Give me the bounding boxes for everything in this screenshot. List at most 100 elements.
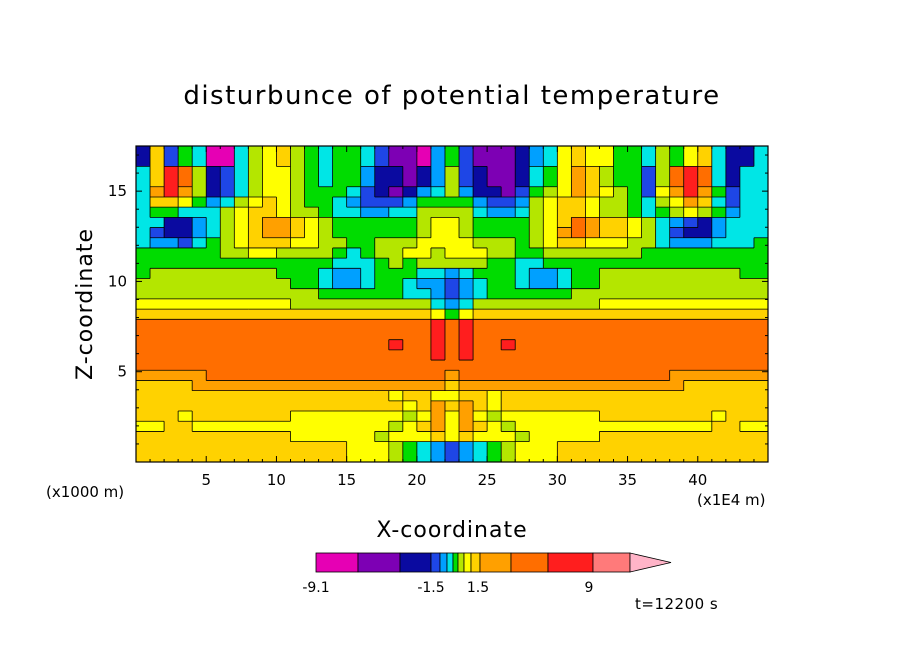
field-cell	[136, 176, 151, 188]
field-cell	[332, 431, 348, 443]
field-cell	[725, 176, 741, 188]
field-cell	[739, 166, 755, 178]
field-cell	[613, 319, 629, 331]
field-cell	[711, 288, 727, 300]
field-cell	[711, 380, 727, 392]
field-cell	[430, 186, 446, 198]
field-cell	[430, 451, 446, 463]
field-cell	[697, 166, 713, 178]
field-cell	[725, 319, 741, 331]
field-cell	[304, 227, 320, 239]
field-cell	[332, 451, 348, 463]
field-cell	[346, 237, 362, 249]
field-cell	[444, 166, 460, 178]
field-cell	[360, 411, 376, 422]
field-cell	[318, 268, 334, 280]
colorbar-segment	[430, 552, 441, 573]
field-cell	[669, 319, 685, 331]
field-cell	[585, 431, 601, 443]
field-cell	[725, 411, 741, 422]
field-cell	[262, 166, 278, 178]
field-cell	[332, 247, 348, 259]
field-cell	[150, 146, 165, 157]
field-cell	[430, 319, 446, 331]
field-cell	[627, 156, 643, 167]
field-cell	[430, 176, 446, 188]
field-cell	[234, 207, 249, 218]
field-cell	[416, 390, 432, 402]
field-cell	[346, 370, 362, 382]
field-cell	[655, 196, 671, 208]
field-cell	[585, 207, 601, 218]
field-cell	[444, 421, 460, 433]
field-cell	[332, 411, 348, 422]
field-cell	[388, 329, 404, 341]
field-cell	[206, 207, 221, 218]
field-cell	[641, 349, 657, 361]
field-cell	[360, 441, 376, 453]
field-cell	[206, 339, 221, 351]
field-cell	[374, 298, 390, 310]
field-cell	[697, 278, 713, 290]
field-cell	[178, 237, 193, 249]
field-cell	[641, 186, 657, 198]
field-cell	[206, 319, 221, 331]
field-cell	[430, 339, 446, 351]
field-cell	[402, 390, 418, 402]
field-cell	[627, 268, 643, 280]
field-cell	[388, 390, 404, 402]
field-cell	[711, 176, 727, 188]
field-cell	[192, 227, 207, 239]
field-cell	[501, 217, 516, 229]
field-cell	[304, 451, 320, 463]
field-cell	[725, 278, 741, 290]
field-cell	[290, 431, 306, 443]
field-cell	[557, 339, 572, 351]
field-cell	[402, 370, 418, 382]
field-cell	[613, 360, 629, 371]
field-cell	[444, 400, 460, 412]
field-cell	[627, 431, 643, 443]
field-cell	[416, 278, 432, 290]
field-cell	[529, 319, 544, 331]
field-cell	[192, 360, 207, 371]
field-cell	[529, 411, 544, 422]
field-cell	[459, 411, 474, 422]
field-cell	[585, 360, 601, 371]
field-cell	[444, 390, 460, 402]
field-cell	[136, 227, 151, 239]
field-cell	[711, 227, 727, 239]
field-cell	[599, 298, 615, 310]
field-cell	[304, 390, 320, 402]
colorbar-segment	[452, 552, 459, 573]
field-cell	[641, 207, 657, 218]
field-cell	[402, 349, 418, 361]
field-cell	[360, 370, 376, 382]
field-cell	[430, 227, 446, 239]
field-cell	[290, 441, 306, 453]
field-cell	[683, 360, 699, 371]
field-cell	[459, 237, 474, 249]
field-cell	[557, 390, 572, 402]
field-cell	[739, 217, 755, 229]
field-cell	[641, 258, 657, 269]
field-cell	[346, 258, 362, 269]
field-cell	[753, 380, 769, 392]
field-cell	[459, 329, 474, 341]
field-cell	[444, 196, 460, 208]
field-cell	[136, 186, 151, 198]
field-cell	[725, 247, 741, 259]
field-cell	[346, 329, 362, 341]
field-cell	[599, 268, 615, 280]
field-cell	[346, 298, 362, 310]
field-cell	[164, 329, 179, 341]
field-cell	[220, 146, 235, 157]
field-cell	[346, 451, 362, 463]
field-cell	[655, 441, 671, 453]
field-cell	[234, 400, 249, 412]
field-cell	[430, 421, 446, 433]
field-cell	[599, 339, 615, 351]
field-cell	[150, 380, 165, 392]
field-cell	[473, 237, 488, 249]
field-cell	[557, 268, 572, 280]
